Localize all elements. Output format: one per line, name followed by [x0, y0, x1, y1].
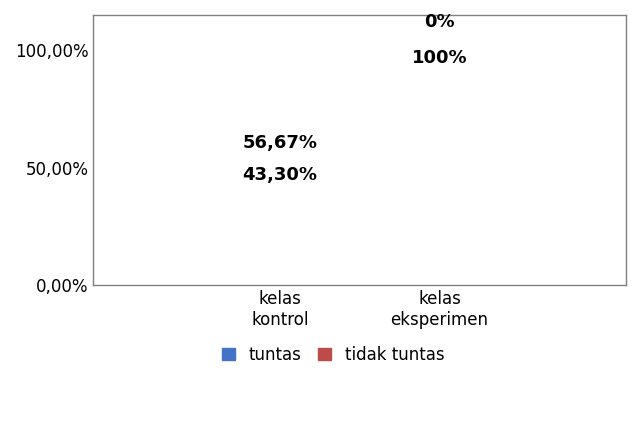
Text: 0%: 0% [424, 13, 455, 31]
Text: 43,30%: 43,30% [242, 166, 317, 184]
Legend: tuntas, tidak tuntas: tuntas, tidak tuntas [222, 346, 444, 364]
Text: 56,67%: 56,67% [242, 134, 317, 152]
Text: 100%: 100% [412, 49, 467, 67]
